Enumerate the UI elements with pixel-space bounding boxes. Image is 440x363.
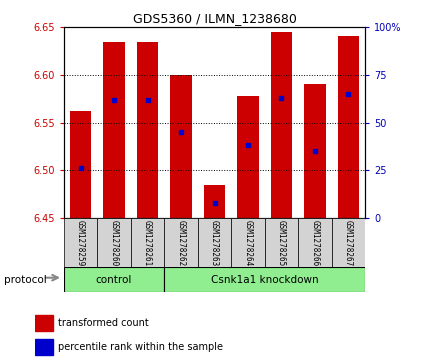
Text: GSM1278259: GSM1278259 xyxy=(76,220,85,266)
Text: GSM1278265: GSM1278265 xyxy=(277,220,286,266)
Bar xyxy=(35,339,53,355)
Bar xyxy=(298,218,332,267)
Title: GDS5360 / ILMN_1238680: GDS5360 / ILMN_1238680 xyxy=(132,12,297,25)
Text: GSM1278260: GSM1278260 xyxy=(110,220,118,266)
Bar xyxy=(64,218,97,267)
Text: GSM1278261: GSM1278261 xyxy=(143,220,152,266)
Bar xyxy=(237,96,259,218)
Text: Csnk1a1 knockdown: Csnk1a1 knockdown xyxy=(211,274,319,285)
Text: percentile rank within the sample: percentile rank within the sample xyxy=(59,342,224,352)
Bar xyxy=(231,218,265,267)
Bar xyxy=(70,111,92,218)
Bar xyxy=(164,218,198,267)
Bar xyxy=(304,85,326,218)
Bar xyxy=(64,267,164,292)
Text: GSM1278266: GSM1278266 xyxy=(311,220,319,266)
Text: GSM1278264: GSM1278264 xyxy=(243,220,253,266)
Text: control: control xyxy=(96,274,132,285)
Bar xyxy=(35,315,53,331)
Bar xyxy=(131,218,164,267)
Text: GSM1278263: GSM1278263 xyxy=(210,220,219,266)
Text: GSM1278267: GSM1278267 xyxy=(344,220,353,266)
Bar xyxy=(103,42,125,218)
Bar xyxy=(337,36,359,218)
Bar xyxy=(271,32,292,218)
Bar xyxy=(332,218,365,267)
Bar xyxy=(198,218,231,267)
Bar xyxy=(97,218,131,267)
Bar xyxy=(137,42,158,218)
Bar xyxy=(164,267,365,292)
Bar xyxy=(265,218,298,267)
Text: transformed count: transformed count xyxy=(59,318,149,328)
Bar xyxy=(204,185,225,218)
Bar xyxy=(170,75,192,218)
Text: GSM1278262: GSM1278262 xyxy=(176,220,186,266)
Text: protocol: protocol xyxy=(4,274,47,285)
